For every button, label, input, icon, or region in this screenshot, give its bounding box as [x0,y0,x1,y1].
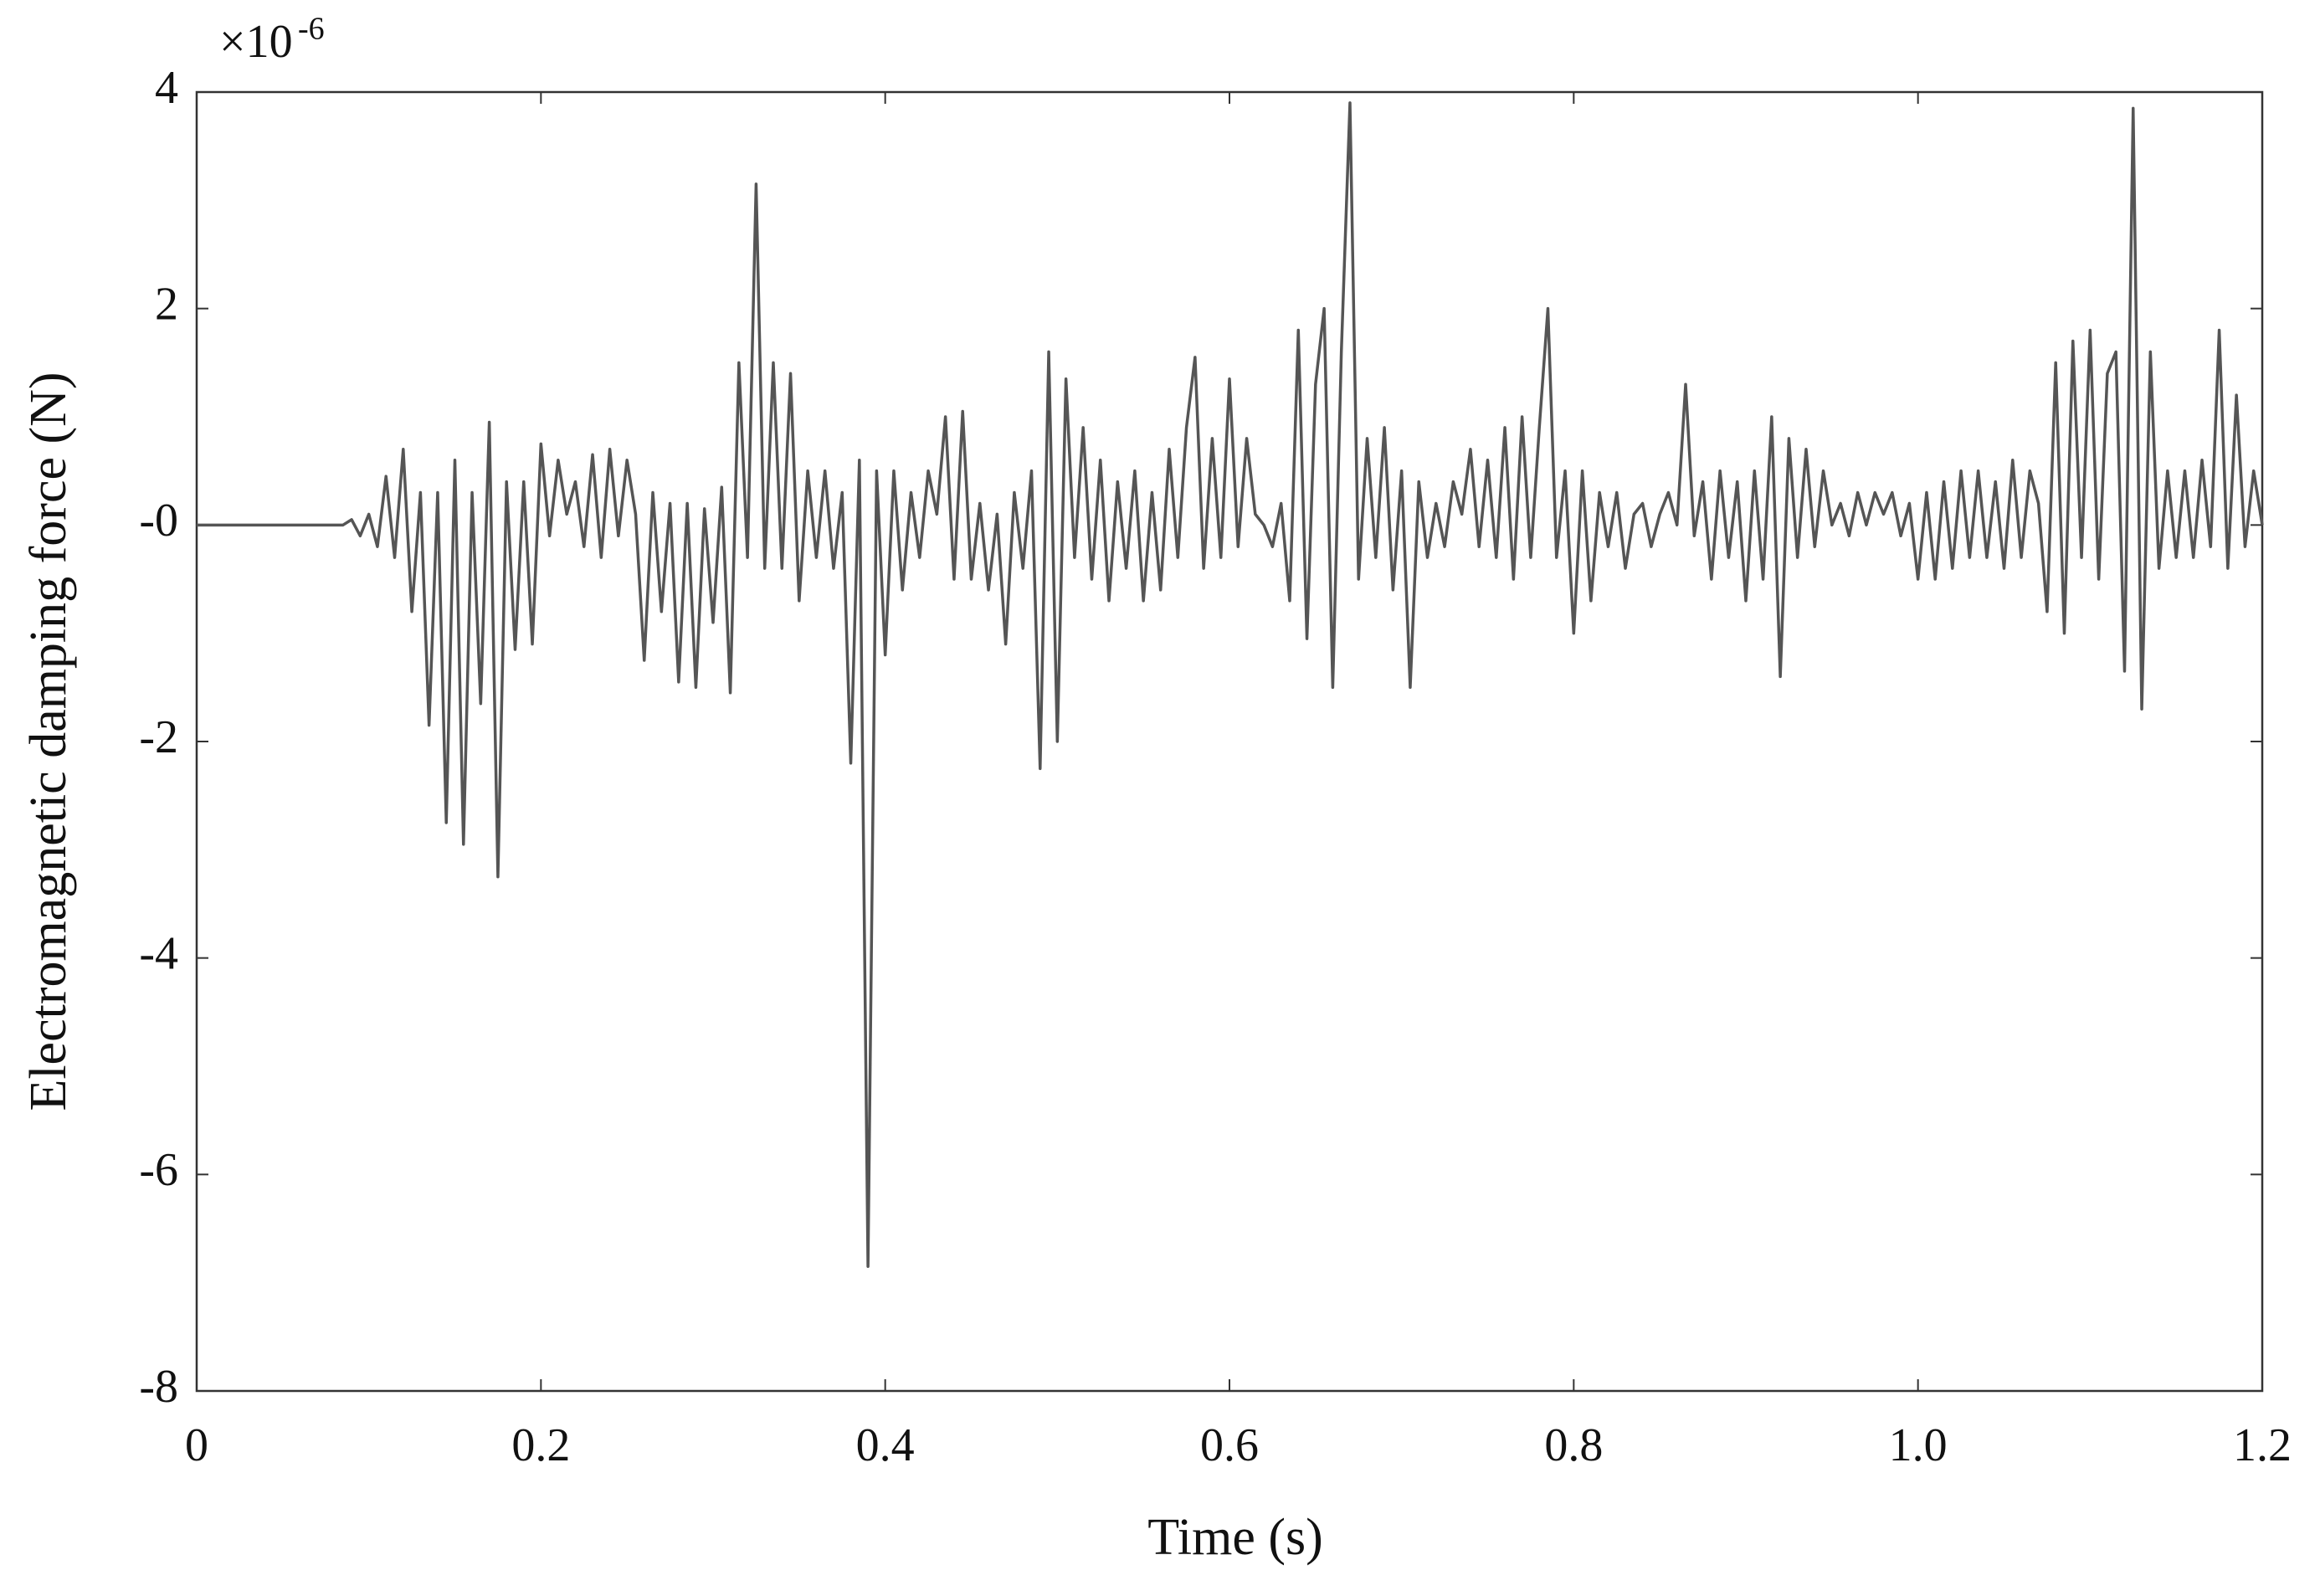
x-axis-title: Time (s) [1147,1509,1323,1566]
y-tick-label: 2 [155,279,178,331]
y-tick-label: -8 [139,1361,178,1413]
y-tick-label: -2 [139,711,178,763]
y-tick-label: -0 [139,495,178,547]
y-scale-base: ×10 [219,16,293,68]
y-axis-title: Electromagnetic damping force (N) [20,372,77,1111]
data-line [197,101,2264,1269]
y-tick-label: 4 [155,62,178,114]
y-tick-label: -6 [139,1144,178,1196]
x-tick-label: 1.0 [1889,1419,1948,1471]
x-tick-label: 0.8 [1544,1419,1603,1471]
x-tick-label: 0 [185,1419,208,1471]
x-tick-label: 0.4 [856,1419,915,1471]
x-tick-label: 0.6 [1200,1419,1259,1471]
y-scale-exponent: -6 [298,12,325,47]
y-tick-label: -4 [139,928,178,980]
x-tick-label: 1.2 [2233,1419,2292,1471]
x-tick-label: 0.2 [511,1419,570,1471]
plot-frame [195,90,2264,1393]
